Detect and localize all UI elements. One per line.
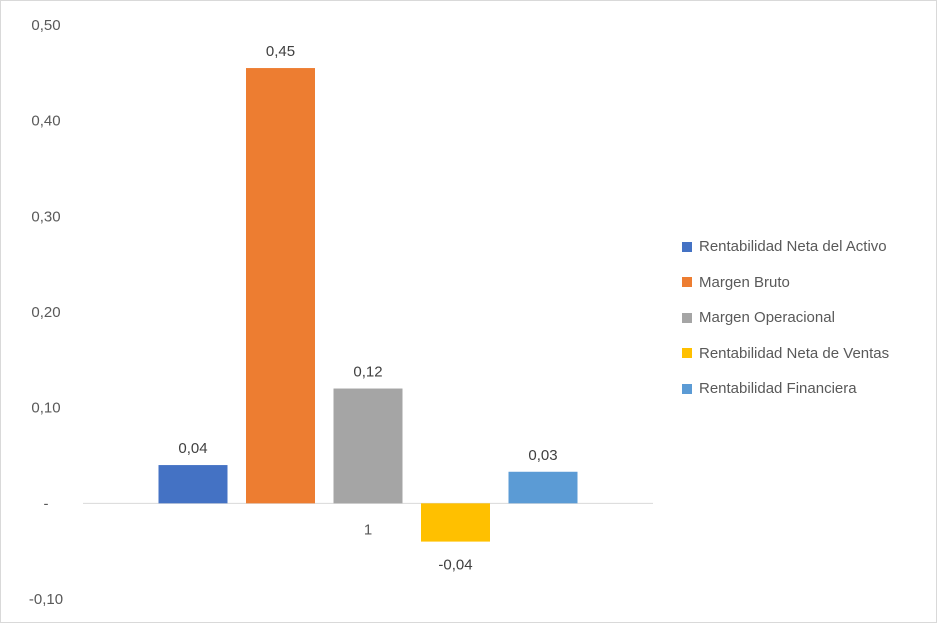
legend-item: Rentabilidad Neta del Activo	[682, 229, 889, 265]
legend-item: Rentabilidad Neta de Ventas	[682, 336, 889, 372]
legend: Rentabilidad Neta del Activo Margen Bruto…	[682, 229, 889, 407]
legend-swatch	[682, 312, 692, 323]
legend-item: Margen Operacional	[682, 300, 889, 336]
legend-label: Rentabilidad Neta de Ventas	[699, 344, 890, 362]
bar-5	[508, 471, 578, 504]
bar-2	[246, 68, 315, 504]
legend-label: Margen Operacional	[699, 309, 835, 327]
legend-item: Margen Bruto	[682, 265, 889, 301]
legend-item: Rentabilidad Financiera	[682, 371, 889, 407]
legend-swatch	[682, 241, 692, 252]
legend-swatch	[682, 348, 692, 359]
y-tick-label: 0,40	[31, 113, 60, 130]
data-label: 0,04	[178, 440, 207, 457]
y-tick-label: 0,30	[31, 208, 60, 225]
legend-label: Rentabilidad Financiera	[699, 380, 857, 398]
bar-1	[158, 465, 228, 504]
data-label: 0,03	[528, 447, 557, 464]
data-label: 0,45	[266, 43, 295, 60]
x-category-label: 1	[364, 521, 372, 538]
y-tick-label: 0,20	[31, 304, 60, 321]
legend-label: Margen Bruto	[699, 273, 790, 291]
y-tick-label: 0,50	[31, 17, 60, 34]
bar-3	[333, 388, 403, 504]
bar-4	[421, 503, 490, 542]
legend-label: Rentabilidad Neta del Activo	[699, 238, 887, 256]
data-label: -0,04	[438, 557, 472, 574]
data-label: 0,12	[353, 364, 382, 381]
legend-swatch	[682, 383, 692, 394]
y-tick-label: 0,10	[31, 400, 60, 417]
legend-swatch	[682, 277, 692, 288]
y-tick-label: -0,10	[29, 591, 63, 608]
y-tick-label: -	[44, 495, 49, 512]
